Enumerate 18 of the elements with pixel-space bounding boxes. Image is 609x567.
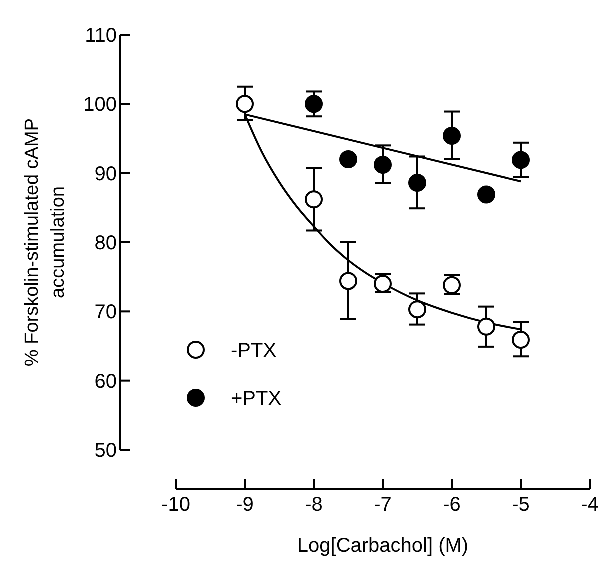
x-axis-title: Log[Carbachol] (M) [297, 535, 469, 557]
x-tick-label: -7 [374, 494, 392, 516]
y-tick-label: 100 [84, 94, 117, 116]
y-tick-label: 110 [85, 25, 117, 47]
x-tick-label: -6 [443, 494, 461, 516]
y-tick-label: 80 [94, 232, 117, 254]
x-tick-label: -8 [305, 494, 323, 516]
y-tick-label: 50 [94, 440, 117, 462]
y-tick-label: 90 [94, 163, 117, 186]
x-tick-label: -10 [162, 494, 190, 516]
y-axis-title: % Forskolin-stimulated cAMP accumulation [22, 118, 69, 367]
legend-label: -PTX [231, 340, 277, 362]
x-tick-label: -4 [581, 494, 599, 516]
legend-label: +PTX [231, 388, 282, 410]
x-tick-label: -9 [236, 494, 254, 516]
y-tick-label: 70 [94, 302, 117, 324]
y-tick-label: 60 [94, 370, 117, 393]
x-tick-label: -5 [512, 494, 530, 516]
